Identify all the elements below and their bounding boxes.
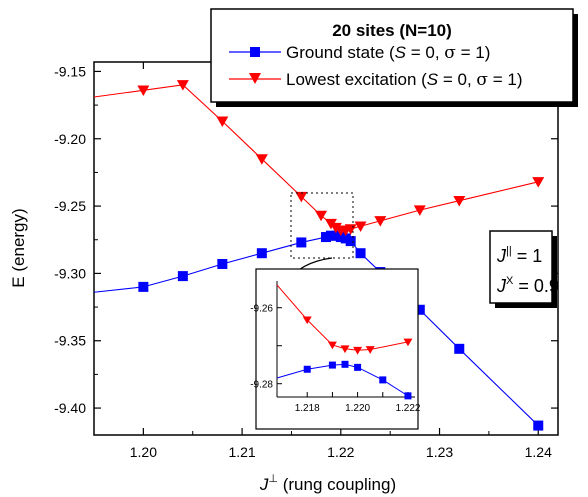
data-point [453, 195, 466, 207]
zoom-region-box [290, 192, 354, 259]
inset-data-point [303, 365, 311, 373]
legend-label-excitation: Lowest excitation (S = 0, σ = 1) [286, 70, 523, 90]
inset-data-point [340, 345, 350, 354]
data-point [295, 191, 308, 203]
data-point [345, 236, 356, 247]
legend-entry-excitation: Lowest excitation (S = 0, σ = 1) [229, 70, 523, 90]
data-point [216, 116, 229, 127]
legend-box [210, 8, 574, 103]
inset-y-tick-label: -9.28 [250, 380, 273, 391]
x-tick-label: 1.22 [327, 444, 354, 460]
legend-marker-ground [250, 47, 260, 57]
param-j-cross: JX = 0.9 [496, 275, 559, 296]
data-point [315, 210, 328, 222]
data-point [256, 248, 267, 259]
param-j-parallel: J|| = 1 [496, 245, 542, 266]
params-box [489, 230, 553, 304]
data-point [374, 216, 387, 227]
y-tick-label: -9.15 [54, 63, 86, 79]
legend-entry-ground: Ground state (S = 0, σ = 1) [229, 43, 490, 63]
x-axis-label: J⊥ (rung coupling) [259, 473, 396, 494]
inset-data-point [328, 361, 336, 369]
inset-data-point [302, 316, 312, 325]
data-point [533, 420, 544, 431]
x-axis: 1.20 1.21 1.22 1.23 1.24 [130, 62, 552, 460]
data-point [177, 271, 188, 282]
y-axis-label: E (energy) [9, 208, 28, 287]
y-tick-label: -9.40 [54, 400, 86, 416]
y-tick-label: -9.30 [54, 265, 86, 281]
legend-label-ground: Ground state (S = 0, σ = 1) [286, 43, 490, 63]
inset-x-tick-label: 1.220 [345, 403, 370, 414]
data-point [355, 248, 366, 259]
legend-marker-excitation [249, 73, 261, 84]
y-tick-label: -9.35 [54, 333, 86, 349]
x-tick-label: 1.24 [525, 444, 552, 460]
inset-data-point [365, 346, 375, 354]
y-tick-label: -9.20 [54, 131, 86, 147]
inset-series-lowest-excitation [276, 284, 413, 355]
inset-plot: -9.26 -9.28 1.218 1.220 1.222 [250, 281, 421, 414]
data-point [137, 85, 150, 97]
chart-title: 20 sites (N=10) [332, 21, 452, 40]
inset-data-point [341, 360, 349, 368]
data-point [329, 222, 342, 234]
series-layer [93, 80, 545, 431]
x-tick-label: 1.20 [130, 444, 157, 460]
inset-box [255, 268, 419, 430]
data-point [217, 258, 228, 269]
series-lowest-excitation [93, 80, 545, 237]
inset-data-point [403, 338, 413, 347]
data-point [413, 205, 426, 216]
inset-x-tick-label: 1.222 [395, 403, 420, 414]
inset-data-point [404, 392, 412, 400]
data-point [296, 237, 307, 248]
y-axis: -9.15 -9.20 -9.25 -9.30 -9.35 -9.40 [54, 63, 558, 416]
data-point [255, 154, 268, 165]
x-tick-label: 1.23 [426, 444, 453, 460]
inset-data-point [354, 363, 362, 371]
inset-series-ground-state [276, 360, 412, 400]
data-point [176, 80, 189, 91]
x-tick-label: 1.21 [228, 444, 255, 460]
y-tick-label: -9.25 [54, 198, 86, 214]
data-point [414, 304, 425, 315]
inset-data-point [353, 346, 363, 355]
data-point [532, 177, 545, 188]
data-point [354, 221, 367, 233]
data-point [344, 224, 357, 235]
data-point [138, 281, 149, 292]
inset-data-point [327, 341, 337, 350]
inset-x-tick-label: 1.218 [295, 403, 320, 414]
inset-y-tick-label: -9.26 [250, 304, 273, 315]
inset-data-point [379, 376, 387, 384]
data-point [454, 343, 465, 354]
